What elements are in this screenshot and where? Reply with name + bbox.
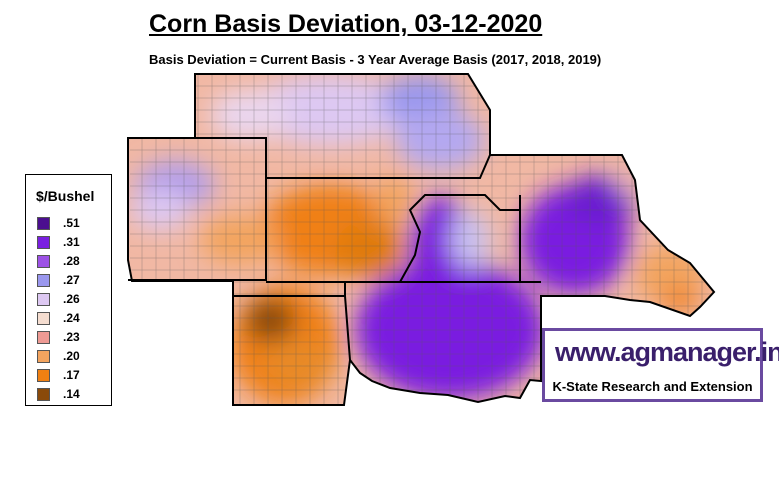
agmanager-logo: www.agmanager.info K-State Research and …	[542, 328, 779, 402]
legend-item: .28	[37, 254, 107, 269]
logo-url: www.agmanager.info	[555, 337, 779, 367]
legend-item: .14	[37, 387, 107, 402]
legend-label: .26	[63, 292, 80, 306]
logo-panel: www.agmanager.info K-State Research and …	[545, 331, 779, 399]
legend-item: .20	[37, 349, 107, 364]
legend-label: .20	[63, 349, 80, 363]
legend-swatch	[37, 331, 50, 344]
legend-label: .27	[63, 273, 80, 287]
legend-title: $/Bushel	[36, 188, 95, 204]
legend-swatch	[37, 312, 50, 325]
map-subtitle: Basis Deviation = Current Basis - 3 Year…	[149, 52, 602, 67]
legend-swatch	[37, 274, 50, 287]
legend-label: .28	[63, 254, 80, 268]
legend-item: .27	[37, 273, 107, 288]
legend-label: .51	[63, 216, 80, 230]
legend-item: .17	[37, 368, 107, 383]
legend-item: .51	[37, 216, 107, 231]
map-title: Corn Basis Deviation, 03-12-2020	[149, 10, 543, 38]
logo-org: K-State Research and Extension	[552, 379, 753, 394]
legend-swatch	[37, 293, 50, 306]
legend-swatch	[37, 255, 50, 268]
legend-label: .23	[63, 330, 80, 344]
legend-item: .26	[37, 292, 107, 307]
legend: $/Bushel .51 .31 .28 .27 .26 .24 .23 .20…	[25, 174, 112, 406]
legend-item: .24	[37, 311, 107, 326]
legend-label: .14	[63, 387, 80, 401]
legend-item: .31	[37, 235, 107, 250]
legend-swatch	[37, 388, 50, 401]
legend-swatch	[37, 236, 50, 249]
state-borders	[127, 73, 716, 406]
legend-swatch	[37, 350, 50, 363]
legend-swatch	[37, 217, 50, 230]
legend-label: .24	[63, 311, 80, 325]
legend-item: .23	[37, 330, 107, 345]
legend-label: .31	[63, 235, 80, 249]
legend-label: .17	[63, 368, 80, 382]
legend-swatch	[37, 369, 50, 382]
